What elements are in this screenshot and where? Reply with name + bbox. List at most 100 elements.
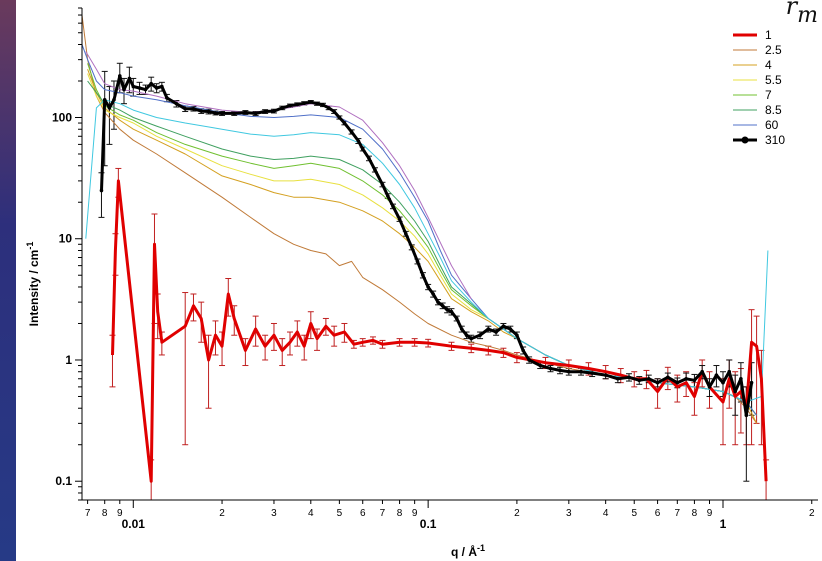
series-point-310 — [692, 378, 697, 383]
x-minor-tick-label: 2 — [809, 508, 815, 519]
series-point-310 — [409, 245, 414, 250]
series-point-310 — [459, 327, 464, 331]
x-minor-tick-label: 3 — [566, 508, 572, 519]
series-point-310 — [199, 109, 204, 113]
series-point-310 — [280, 106, 285, 110]
series-point-310 — [440, 303, 445, 308]
series-point-310 — [295, 102, 300, 107]
series-point-310 — [431, 292, 435, 296]
series-point-310 — [137, 86, 142, 90]
series-point-310 — [749, 380, 754, 385]
series-point-310 — [464, 333, 469, 338]
legend-label-60: 60 — [765, 118, 779, 132]
corner-symbol-main: r — [785, 0, 798, 20]
series-point-310 — [404, 231, 408, 236]
x-axis-title-text: q / Å — [451, 544, 477, 559]
series-point-310 — [603, 373, 608, 377]
series-line-1 — [111, 179, 768, 483]
series-point-310 — [272, 109, 276, 113]
x-tick-label: 0.1 — [420, 517, 437, 531]
y-tick-label: 1 — [65, 353, 72, 367]
legend-label-25: 2.5 — [765, 43, 782, 57]
x-minor-tick-label: 9 — [412, 508, 418, 519]
series-point-310 — [727, 369, 732, 374]
series-point-310 — [391, 204, 395, 209]
y-axis-title: Intensity / cm-1 — [25, 242, 41, 327]
y-axis-title-text: Intensity / cm — [27, 250, 41, 327]
series-point-310 — [436, 300, 440, 304]
series-point-310 — [349, 130, 354, 134]
series-point-310 — [397, 217, 402, 221]
x-tick-label: 0.01 — [122, 517, 146, 531]
series-point-310 — [127, 76, 132, 81]
series-point-310 — [538, 363, 543, 368]
x-minor-tick-label: 8 — [397, 508, 403, 519]
x-minor-tick-label: 8 — [102, 508, 108, 519]
series-point-310 — [655, 380, 660, 385]
series-point-310 — [426, 285, 430, 289]
series-point-310 — [515, 333, 519, 338]
series-point-310 — [342, 121, 347, 125]
series-line-25 — [82, 14, 758, 424]
series-point-310 — [646, 376, 651, 381]
series-point-310 — [213, 111, 218, 115]
series-point-310 — [107, 106, 112, 110]
series-point-310 — [590, 371, 594, 375]
x-minor-tick-label: 7 — [675, 508, 681, 519]
series-point-310 — [380, 182, 385, 187]
corner-symbol-subscript: m — [797, 2, 818, 28]
series-line-7 — [87, 63, 757, 416]
y-tick-label: 100 — [52, 110, 72, 124]
series-point-310 — [521, 348, 525, 353]
series-point-310 — [302, 101, 307, 106]
series-point-310 — [637, 378, 642, 383]
x-axis-title-sup: -1 — [477, 543, 485, 553]
legend-label-85: 8.5 — [765, 103, 782, 117]
series-point-310 — [220, 111, 224, 116]
series-point-310 — [744, 413, 749, 418]
series-point-310 — [191, 106, 196, 111]
series-point-310 — [421, 273, 425, 278]
series-point-310 — [112, 97, 116, 102]
x-minor-tick-label: 4 — [308, 508, 314, 519]
series-point-310 — [558, 368, 562, 373]
series-point-310 — [143, 87, 148, 92]
x-minor-tick-label: 9 — [117, 508, 123, 519]
series-point-310 — [721, 380, 725, 385]
x-minor-tick-label: 2 — [514, 508, 520, 519]
series-point-310 — [739, 376, 743, 381]
series-point-310 — [253, 111, 258, 116]
series-point-310 — [373, 168, 377, 172]
y-axis-title-sup: -1 — [25, 242, 35, 250]
legend-label-7: 7 — [765, 88, 772, 102]
series-point-310 — [131, 84, 136, 89]
series-layer — [82, 14, 769, 483]
series-point-310 — [315, 101, 319, 106]
series-line-60 — [82, 44, 757, 416]
x-tick-label: 1 — [720, 517, 727, 531]
series-point-310 — [183, 106, 188, 111]
legend-label-1: 1 — [765, 28, 772, 42]
series-point-310 — [367, 156, 371, 161]
legend-label-310: 310 — [765, 133, 785, 147]
series-point-310 — [579, 369, 583, 374]
series-point-310 — [321, 103, 325, 107]
series-point-310 — [469, 336, 474, 341]
x-minor-tick-label: 5 — [631, 508, 637, 519]
x-minor-tick-label: 7 — [85, 508, 91, 519]
series-point-310 — [700, 369, 704, 374]
series-point-310 — [449, 309, 454, 314]
series-point-310 — [454, 316, 459, 321]
series-point-310 — [122, 87, 126, 92]
series-line-85 — [87, 80, 757, 416]
x-axis-title: q / Å-1 — [451, 543, 485, 559]
series-point-310 — [486, 327, 491, 331]
legend-label-4: 4 — [765, 58, 772, 72]
y-tick-label: 0.1 — [55, 474, 72, 488]
x-minor-tick-label: 7 — [380, 508, 386, 519]
x-minor-tick-label: 3 — [271, 508, 277, 519]
x-minor-tick-label: 9 — [707, 508, 713, 519]
x-minor-tick-label: 4 — [603, 508, 609, 519]
